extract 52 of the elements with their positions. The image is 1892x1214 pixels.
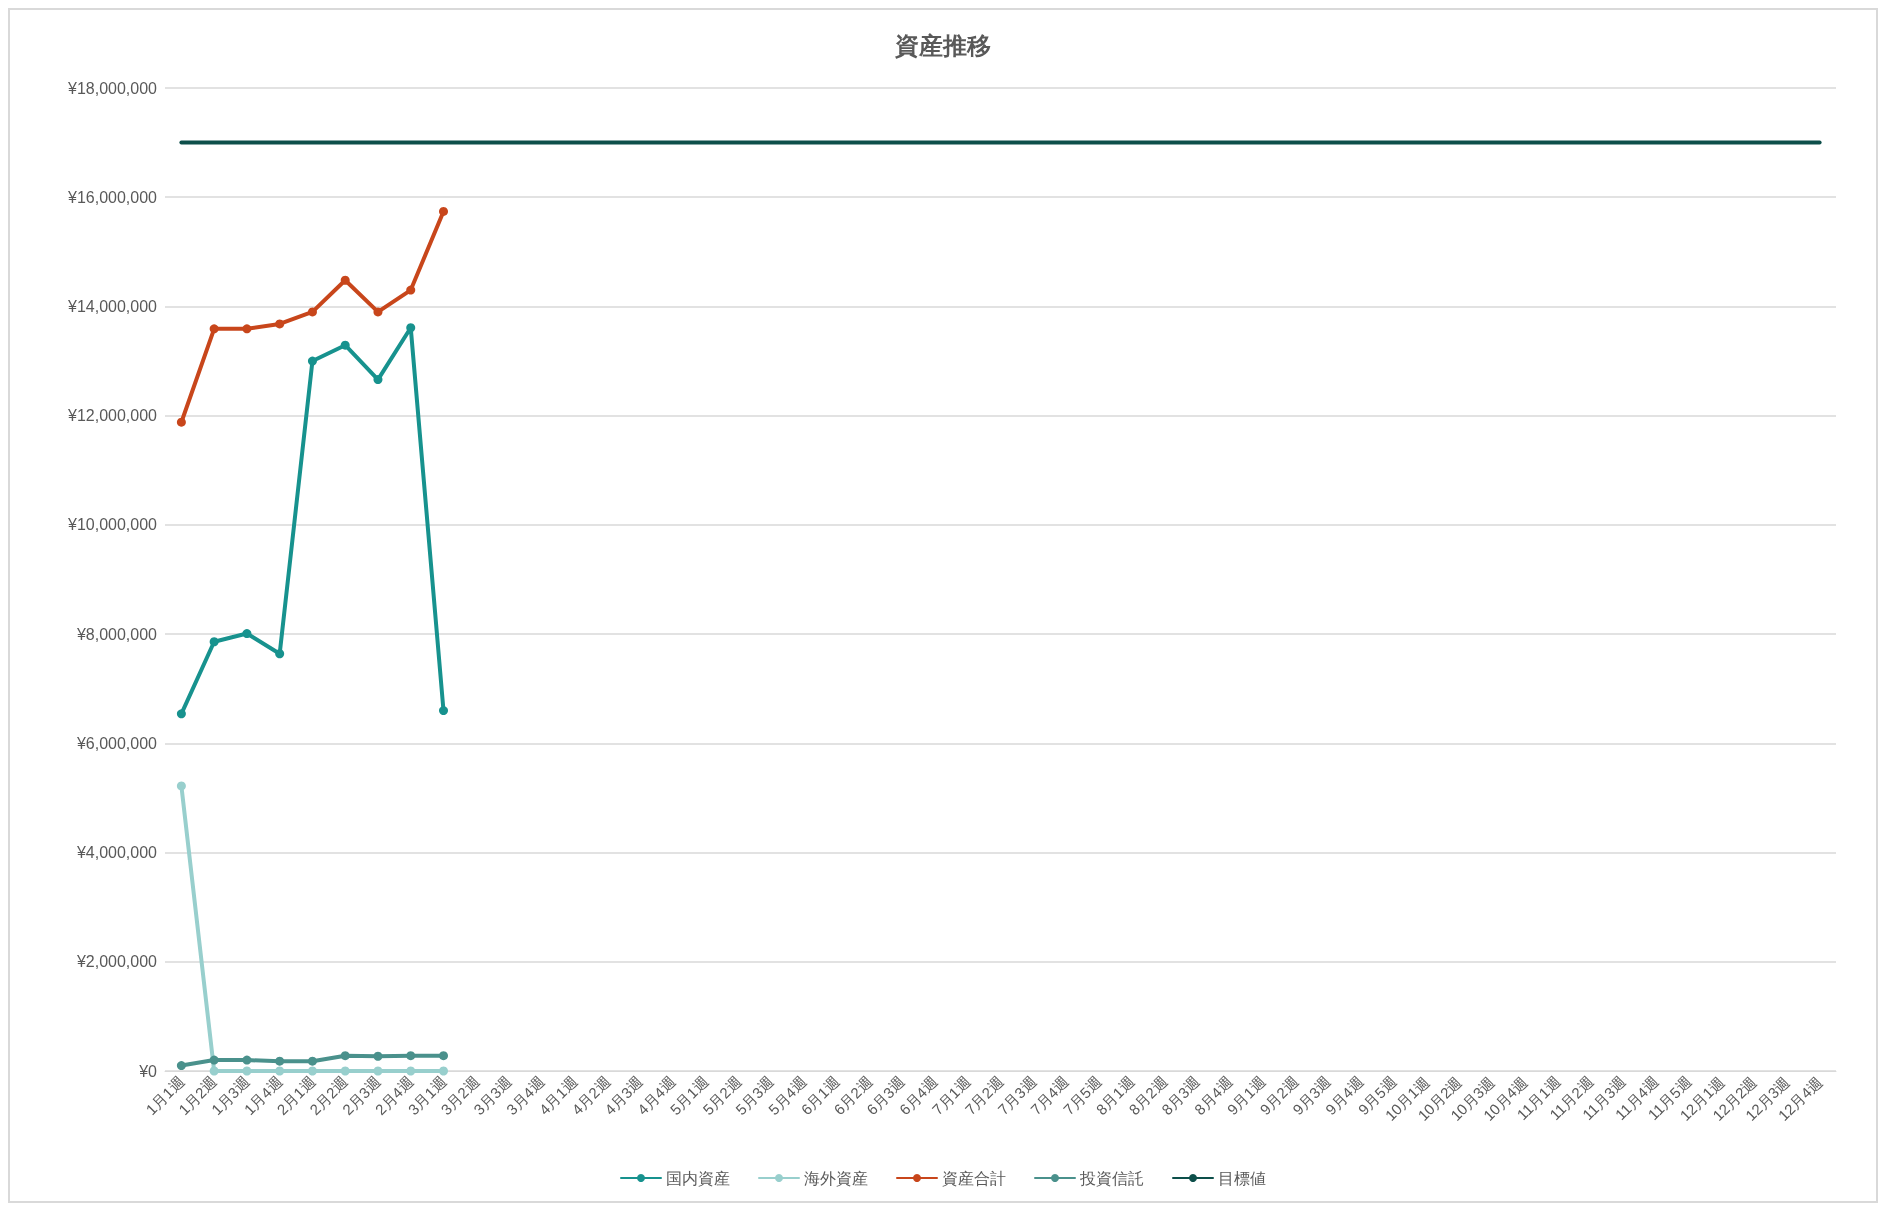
y-tick-label: ¥6,000,000 — [75, 734, 158, 752]
point — [275, 319, 285, 329]
y-tick-label: ¥18,000,000 — [67, 79, 158, 97]
legend-label: 目標値 — [1218, 1169, 1266, 1187]
y-tick-label: ¥2,000,000 — [75, 953, 158, 971]
point — [307, 1056, 317, 1066]
chart-title: 資産推移 — [894, 31, 991, 59]
y-tick-label: ¥4,000,000 — [75, 844, 158, 862]
point — [242, 1055, 252, 1065]
legend-label: 海外資産 — [804, 1169, 868, 1187]
point — [340, 1051, 350, 1061]
point — [340, 340, 350, 350]
point — [439, 706, 448, 716]
point — [209, 637, 219, 647]
point — [176, 417, 186, 427]
point — [209, 1066, 219, 1076]
point — [406, 1051, 416, 1061]
point — [340, 275, 350, 285]
point — [340, 1066, 350, 1076]
point — [406, 323, 416, 333]
point — [439, 206, 448, 216]
point — [242, 629, 252, 639]
legend-label: 資産合計 — [942, 1169, 1006, 1187]
point — [373, 1066, 383, 1076]
legend-label: 国内資産 — [666, 1169, 730, 1187]
point — [275, 1056, 285, 1066]
point — [176, 781, 186, 791]
point — [209, 1055, 219, 1065]
point — [307, 356, 317, 366]
point — [275, 649, 285, 659]
y-tick-label: ¥14,000,000 — [67, 297, 158, 315]
point — [406, 285, 416, 295]
y-tick-label: ¥8,000,000 — [75, 625, 158, 643]
y-tick-label: ¥0 — [138, 1062, 158, 1080]
point — [242, 324, 252, 334]
point — [176, 1061, 186, 1071]
point — [439, 1066, 448, 1076]
point — [406, 1066, 416, 1076]
point — [209, 324, 219, 334]
point — [373, 307, 383, 317]
y-tick-label: ¥10,000,000 — [67, 516, 158, 534]
point — [176, 709, 186, 719]
point — [307, 1066, 317, 1076]
point — [275, 1066, 285, 1076]
point — [242, 1066, 252, 1076]
point — [373, 1051, 383, 1061]
point — [439, 1051, 448, 1061]
y-tick-label: ¥16,000,000 — [67, 188, 158, 206]
legend-label: 投資信託 — [1079, 1169, 1144, 1187]
y-tick-label: ¥12,000,000 — [67, 407, 158, 425]
point — [373, 375, 383, 385]
point — [307, 307, 317, 317]
